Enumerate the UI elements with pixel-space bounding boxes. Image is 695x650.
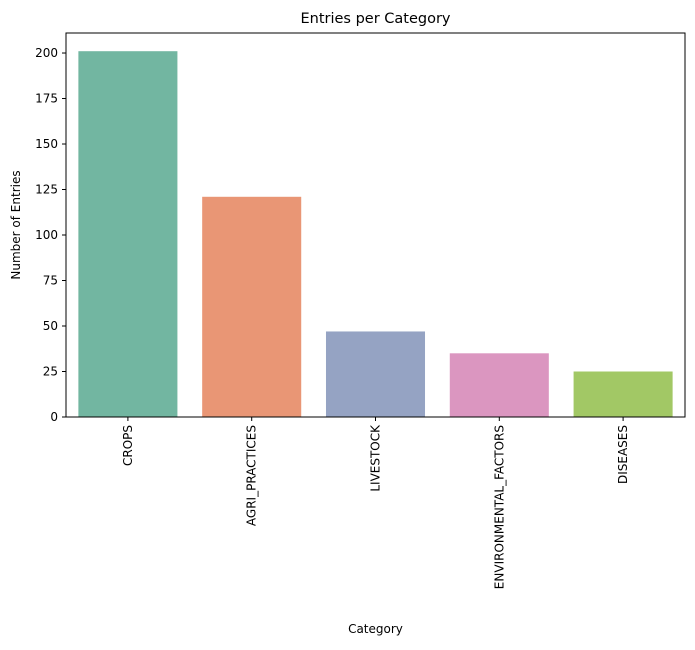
chart-title: Entries per Category xyxy=(300,11,450,27)
x-tick-label: AGRI_PRACTICES xyxy=(245,425,259,526)
y-tick-label: 100 xyxy=(35,228,58,242)
y-tick-label: 0 xyxy=(50,410,58,424)
y-tick-label: 200 xyxy=(35,46,58,60)
bar-crops xyxy=(78,51,178,418)
x-axis-title: Category xyxy=(348,622,403,636)
x-tick-label: LIVESTOCK xyxy=(369,424,383,492)
y-axis-title: Number of Entries xyxy=(9,170,23,279)
x-tick-label: ENVIRONMENTAL_FACTORS xyxy=(492,425,506,589)
y-tick-label: 25 xyxy=(43,365,58,379)
y-tick-label: 125 xyxy=(35,183,58,197)
bars-group xyxy=(78,51,673,418)
x-axis: CROPS AGRI_PRACTICES LIVESTOCK ENVIRONMENTA… xyxy=(121,417,630,589)
bar-diseases xyxy=(573,371,673,417)
bar-livestock xyxy=(325,331,426,417)
y-tick-label: 175 xyxy=(35,92,58,106)
y-axis: 0 25 50 75 100 125 150 175 200 xyxy=(35,46,66,424)
x-tick-label: DISEASES xyxy=(616,425,630,484)
bar-environmental-factors xyxy=(449,353,549,417)
y-tick-label: 150 xyxy=(35,137,58,151)
y-tick-label: 75 xyxy=(43,274,58,288)
bar-agri-practices xyxy=(202,196,302,417)
x-tick-label: CROPS xyxy=(121,425,135,466)
y-tick-label: 50 xyxy=(43,319,58,333)
plot-frame xyxy=(65,32,686,418)
